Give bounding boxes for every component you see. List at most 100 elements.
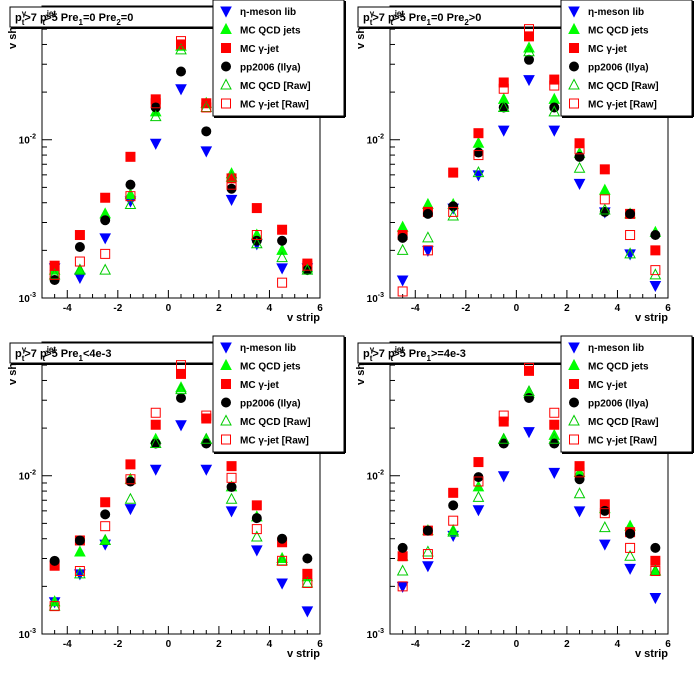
legend-marker bbox=[568, 342, 580, 354]
data-point bbox=[277, 277, 288, 288]
y-tick-label: 10-3 bbox=[367, 628, 384, 641]
data-point bbox=[598, 539, 611, 551]
data-point bbox=[523, 45, 535, 57]
x-tick-label: 6 bbox=[665, 303, 671, 314]
legend-marker bbox=[220, 342, 232, 354]
data-point bbox=[125, 179, 136, 190]
data-point bbox=[574, 461, 585, 472]
data-point bbox=[150, 419, 161, 430]
legend-entry: MC γ-jet bbox=[588, 380, 628, 391]
data-point bbox=[573, 487, 586, 499]
legend-marker bbox=[221, 397, 231, 408]
data-point bbox=[574, 138, 585, 149]
x-tick-label: -4 bbox=[63, 303, 72, 314]
data-point bbox=[150, 98, 161, 109]
title-text: pγ t>7 pjet t>5 Pre1=0 Pre2>0 bbox=[363, 9, 481, 27]
data-point bbox=[523, 427, 535, 439]
x-tick-label: 0 bbox=[514, 639, 520, 650]
data-point bbox=[250, 545, 263, 557]
x-tick-label: 4 bbox=[615, 639, 621, 650]
data-point bbox=[625, 208, 636, 219]
data-point bbox=[251, 230, 262, 241]
data-point bbox=[498, 410, 509, 421]
legend: η-meson lib MC QCD jets MC γ-jet pp2006 (Il… bbox=[560, 0, 694, 118]
data-point bbox=[649, 268, 662, 280]
data-point bbox=[74, 566, 85, 577]
legend-marker bbox=[568, 22, 580, 34]
x-axis-label: v strip bbox=[635, 648, 668, 660]
x-tick-label: -2 bbox=[113, 303, 122, 314]
data-point bbox=[548, 92, 561, 104]
data-point bbox=[422, 561, 434, 573]
data-point bbox=[124, 504, 137, 516]
data-point bbox=[473, 457, 484, 468]
legend-entry: MC γ-jet [Raw] bbox=[588, 436, 657, 447]
data-point bbox=[524, 392, 534, 403]
legend-entry: MC QCD [Raw] bbox=[588, 417, 659, 428]
data-point bbox=[498, 77, 509, 88]
data-point bbox=[624, 563, 636, 575]
title-text: pγ t>7 pjet t>5 Pre1>=4e-3 bbox=[363, 345, 466, 363]
data-point bbox=[650, 245, 661, 256]
series-6 bbox=[397, 24, 661, 297]
data-point bbox=[251, 524, 262, 535]
series-5 bbox=[48, 383, 314, 611]
data-point bbox=[225, 170, 238, 182]
x-tick-label: 4 bbox=[267, 639, 273, 650]
data-point bbox=[175, 43, 187, 55]
legend-entry: MC QCD jets bbox=[588, 26, 649, 37]
legend-marker bbox=[220, 358, 232, 370]
legend-marker bbox=[220, 22, 232, 34]
data-point bbox=[624, 247, 636, 259]
data-point bbox=[598, 521, 611, 533]
data-point bbox=[100, 192, 111, 203]
legend-entry: MC QCD jets bbox=[240, 362, 301, 373]
data-point bbox=[649, 593, 662, 605]
panel-title: pγ t>7 pjet t>5 Pre1<4e-3 bbox=[9, 342, 222, 365]
x-axis-label: v strip bbox=[635, 312, 668, 324]
data-point bbox=[100, 248, 111, 259]
legend-entry: pp2006 (Ilya) bbox=[588, 63, 649, 74]
data-point bbox=[447, 525, 460, 537]
data-point bbox=[99, 263, 112, 275]
panel-title: pγ t>7 pjet t>5 Pre1=0 Pre2>0 bbox=[357, 6, 570, 29]
legend-marker bbox=[568, 6, 580, 18]
legend-marker bbox=[568, 78, 580, 90]
data-point bbox=[176, 360, 186, 371]
legend-entry: η-meson lib bbox=[240, 343, 296, 354]
data-point bbox=[201, 413, 212, 424]
data-point bbox=[524, 24, 534, 35]
x-tick-label: 0 bbox=[514, 303, 520, 314]
data-point bbox=[74, 545, 86, 557]
data-point bbox=[175, 84, 187, 96]
data-point bbox=[625, 230, 636, 241]
series-1 bbox=[48, 420, 314, 618]
data-point bbox=[650, 542, 661, 553]
data-point bbox=[176, 368, 186, 379]
series-6 bbox=[49, 360, 313, 612]
legend-entry: MC γ-jet bbox=[240, 380, 280, 391]
data-point bbox=[301, 263, 314, 275]
data-point bbox=[649, 280, 662, 293]
data-point bbox=[74, 263, 86, 275]
legend-entry: pp2006 (Ilya) bbox=[240, 399, 301, 410]
data-point bbox=[99, 533, 112, 545]
data-point bbox=[49, 274, 60, 285]
data-point bbox=[497, 432, 510, 444]
x-tick-label: -2 bbox=[461, 303, 470, 314]
data-point bbox=[251, 513, 262, 524]
legend-entry: η-meson lib bbox=[240, 7, 296, 18]
data-point bbox=[276, 251, 288, 263]
x-tick-label: -2 bbox=[113, 639, 122, 650]
data-point bbox=[548, 432, 561, 444]
series-5 bbox=[48, 43, 314, 280]
data-point bbox=[448, 500, 459, 511]
data-point bbox=[74, 535, 85, 546]
y-tick-label: 10-2 bbox=[367, 134, 384, 147]
legend-entry: pp2006 (Ilya) bbox=[588, 399, 649, 410]
x-tick-label: 4 bbox=[267, 303, 273, 314]
data-point bbox=[573, 506, 586, 518]
data-point bbox=[176, 36, 186, 47]
